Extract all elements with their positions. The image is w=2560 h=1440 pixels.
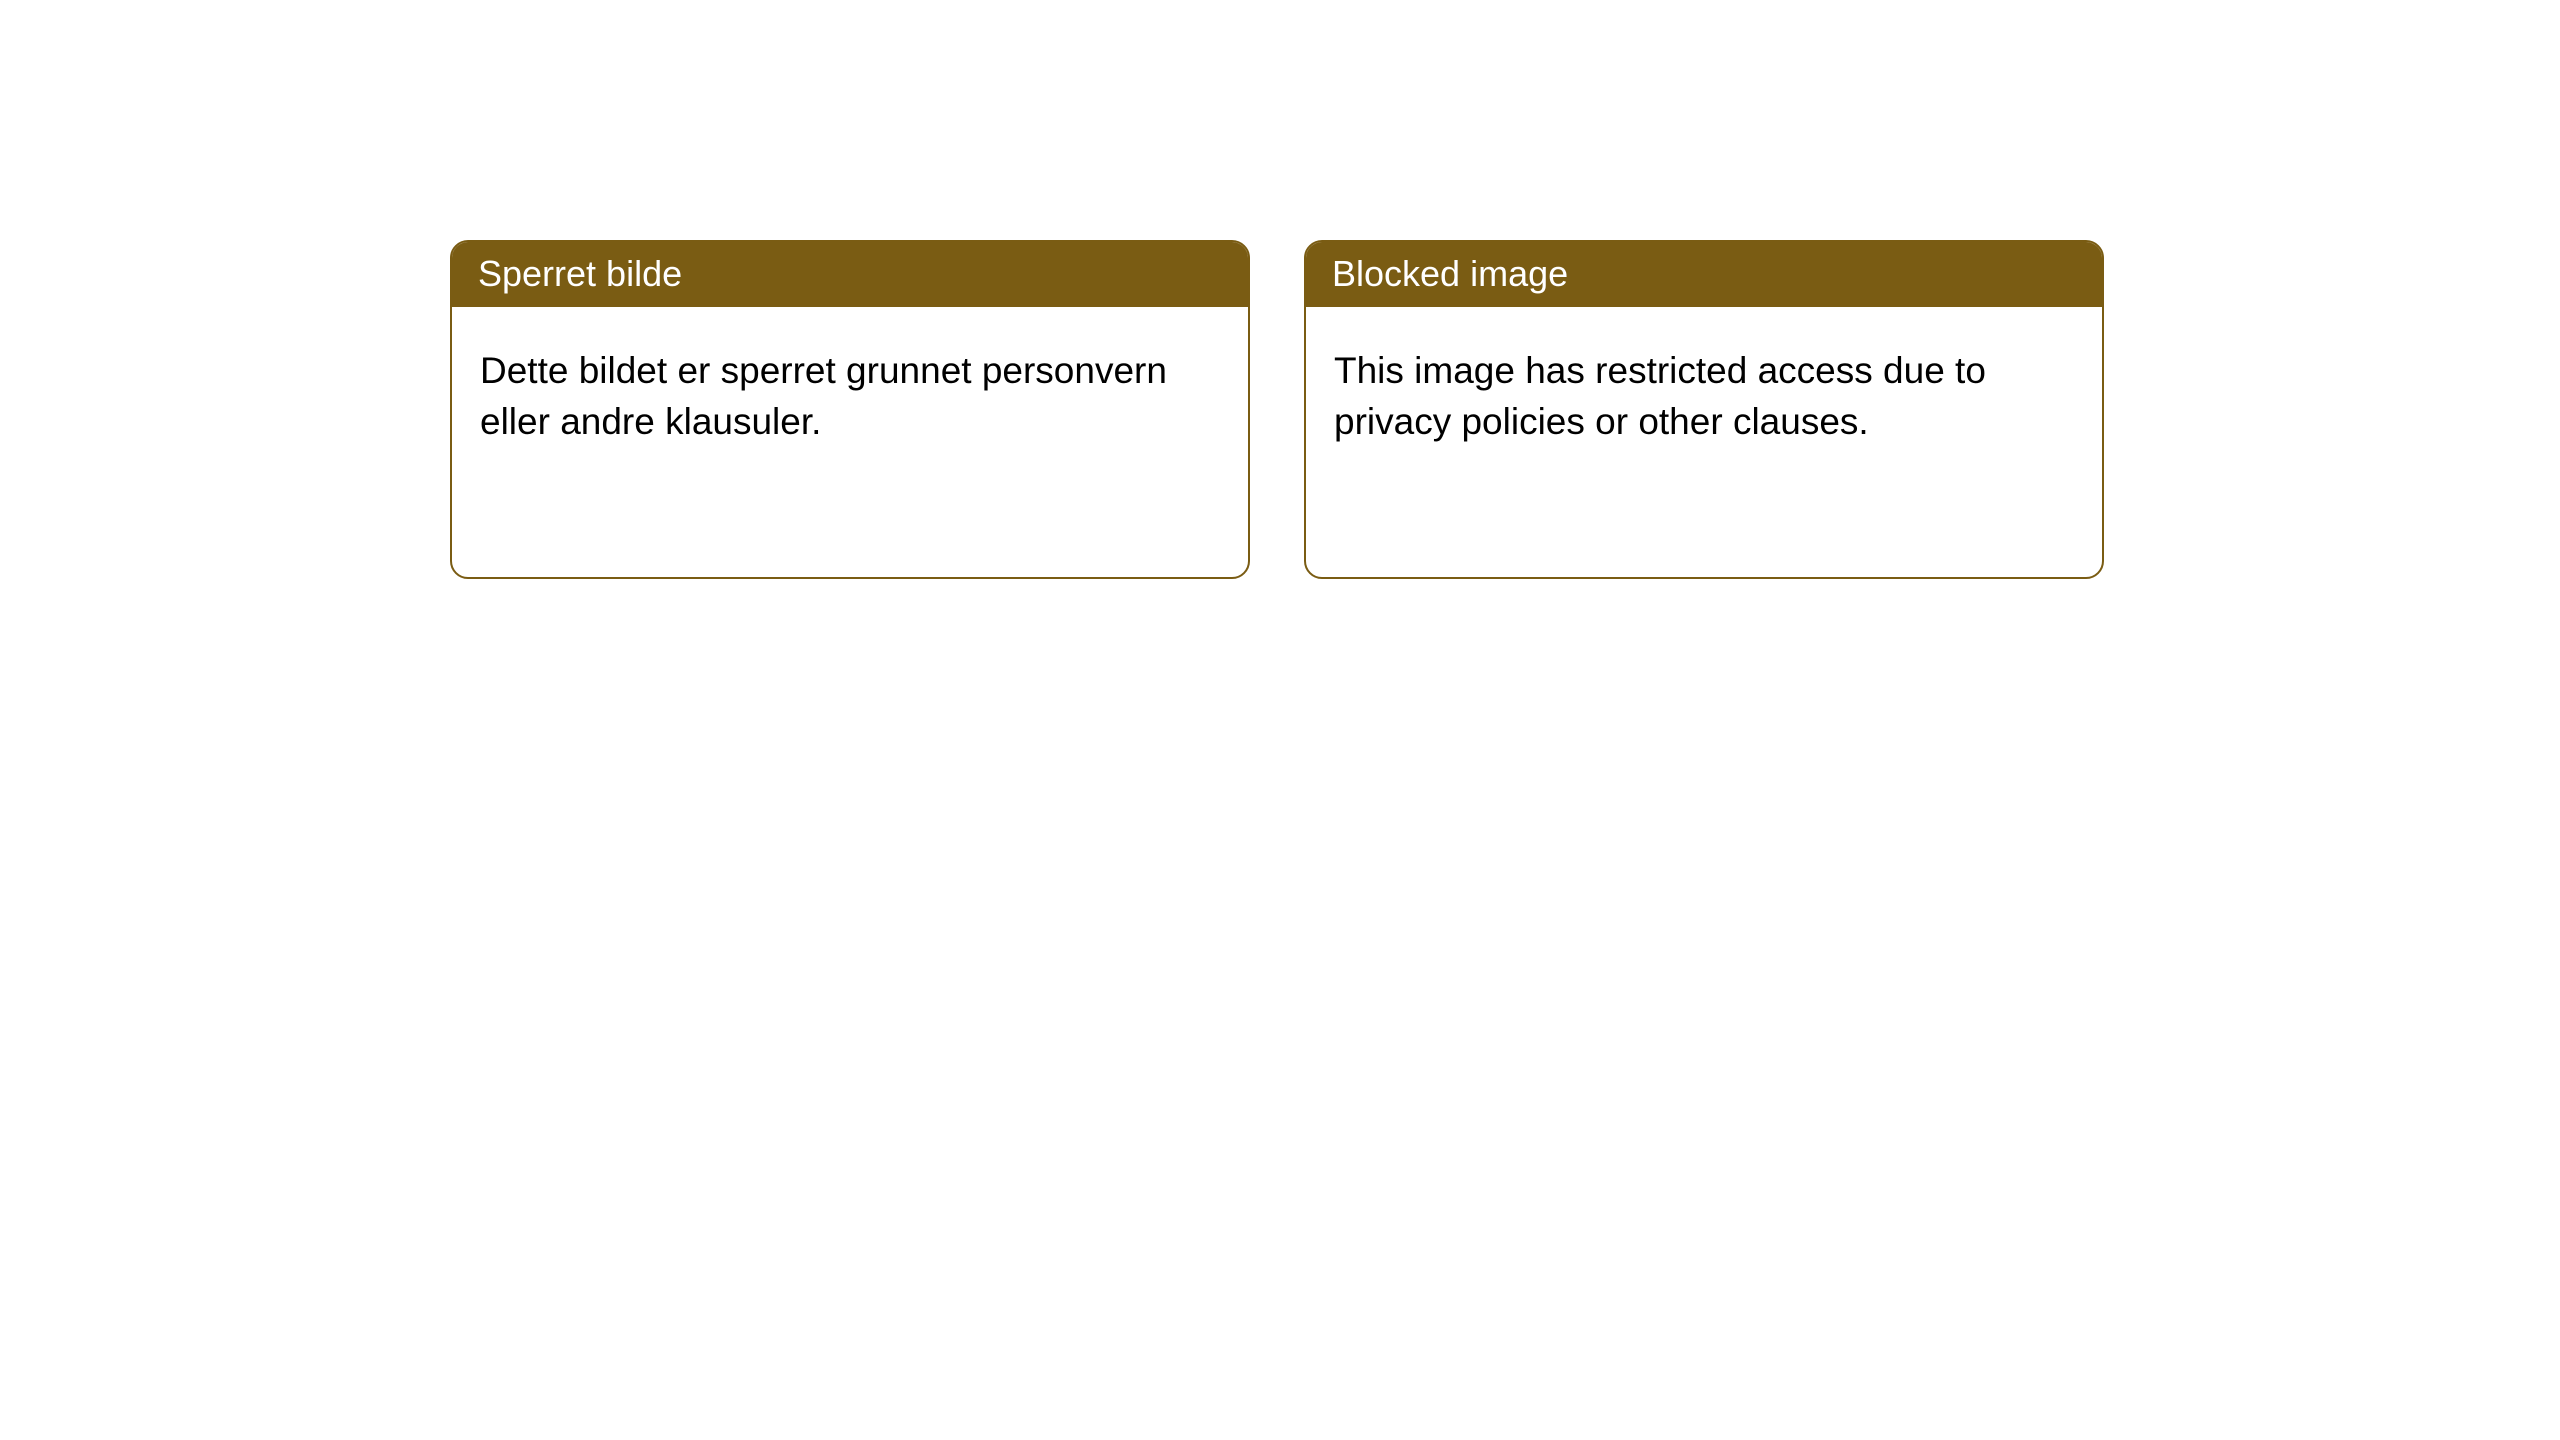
- notice-header: Sperret bilde: [452, 242, 1248, 307]
- notice-body: Dette bildet er sperret grunnet personve…: [452, 307, 1248, 577]
- notice-header: Blocked image: [1306, 242, 2102, 307]
- notice-card-english: Blocked image This image has restricted …: [1304, 240, 2104, 579]
- notice-container: Sperret bilde Dette bildet er sperret gr…: [0, 0, 2560, 579]
- notice-card-norwegian: Sperret bilde Dette bildet er sperret gr…: [450, 240, 1250, 579]
- notice-body: This image has restricted access due to …: [1306, 307, 2102, 577]
